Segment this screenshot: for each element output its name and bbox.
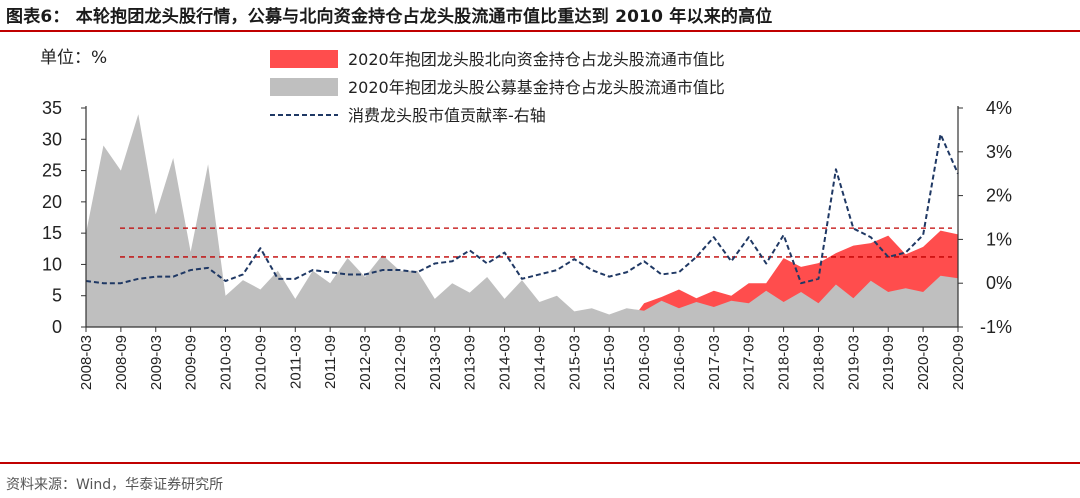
- left-tick-label: 5: [52, 286, 62, 306]
- x-tick-label: 2019-09: [880, 335, 897, 390]
- x-tick-label: 2012-03: [357, 335, 374, 390]
- x-tick-label: 2015-03: [566, 335, 583, 390]
- x-tick-label: 2016-09: [671, 335, 688, 390]
- x-tick-label: 2010-09: [252, 335, 269, 390]
- source-note: 资料来源：Wind，华泰证券研究所: [6, 477, 224, 493]
- x-tick-label: 2013-03: [427, 335, 444, 390]
- right-tick-label: 1%: [986, 229, 1012, 249]
- legend-label-northbound: 2020年抱团龙头股北向资金持仓占龙头股流通市值比: [348, 50, 725, 69]
- left-tick-label: 30: [42, 129, 62, 149]
- x-tick-label: 2008-09: [113, 335, 130, 390]
- left-tick-label: 0: [52, 317, 62, 337]
- left-tick-label: 35: [42, 98, 62, 118]
- line-layer: [85, 133, 959, 285]
- x-tick-label: 2020-09: [950, 335, 967, 390]
- x-tick-label: 2012-09: [392, 335, 409, 390]
- left-tick-label: 20: [42, 192, 62, 212]
- left-tick-label: 25: [42, 161, 62, 181]
- legend: 2020年抱团龙头股北向资金持仓占龙头股流通市值比 2020年抱团龙头股公募基金…: [270, 50, 725, 125]
- plot-areas: [86, 114, 958, 327]
- x-tick-label: 2016-03: [636, 335, 653, 390]
- top-rule: [0, 30, 1080, 32]
- x-tick-label: 2011-03: [287, 335, 304, 389]
- left-tick-label: 10: [42, 254, 62, 274]
- legend-label-fund: 2020年抱团龙头股公募基金持仓占龙头股流通市值比: [348, 78, 725, 97]
- x-tick-label: 2014-03: [497, 335, 514, 390]
- x-tick-label: 2015-09: [601, 335, 618, 390]
- bottom-rule: [0, 462, 1080, 464]
- legend-label-consumer-line: 消费龙头股市值贡献率-右轴: [348, 106, 546, 125]
- legend-swatch-fund: [270, 78, 338, 96]
- x-tick-label: 2020-03: [915, 335, 932, 390]
- right-tick-label: 2%: [986, 186, 1012, 206]
- x-tick-label: 2010-03: [218, 335, 235, 390]
- x-tick-label: 2019-03: [845, 335, 862, 390]
- right-tick-labels: 4% 3% 2% 1% 0% -1%: [980, 98, 1012, 337]
- series-consumer-line: [85, 133, 959, 285]
- left-tick-labels: 35 30 25 20 15 10 5 0: [42, 98, 62, 337]
- x-tick-label: 2018-03: [776, 335, 793, 390]
- left-tick-label: 15: [42, 223, 62, 243]
- right-tick-label: 3%: [986, 142, 1012, 162]
- x-tick-label: 2014-09: [531, 335, 548, 390]
- x-tick-label: 2017-09: [741, 335, 758, 390]
- right-tick-label: 4%: [986, 98, 1012, 118]
- x-tick-label: 2017-03: [706, 335, 723, 390]
- series-fund-area: [86, 114, 958, 327]
- axes: [81, 106, 963, 332]
- x-tick-label: 2011-09: [322, 335, 339, 389]
- x-tick-label: 2013-09: [462, 335, 479, 390]
- figure-title: 图表6： 本轮抱团龙头股行情，公募与北向资金持仓占龙头股流通市值比重达到 201…: [6, 7, 773, 27]
- right-tick-label: -1%: [980, 317, 1012, 337]
- reference-lines: [120, 227, 952, 258]
- legend-swatch-northbound: [270, 50, 338, 68]
- x-tick-labels: 2008-03 2008-09 2009-03 2009-09 2010-03 2010-…: [78, 335, 967, 390]
- unit-label: 单位：%: [40, 48, 107, 68]
- x-tick-label: 2008-03: [78, 335, 95, 390]
- x-tick-label: 2009-09: [183, 335, 200, 390]
- right-tick-label: 0%: [986, 273, 1012, 293]
- x-tick-label: 2018-09: [810, 335, 827, 390]
- x-tick-label: 2009-03: [148, 335, 165, 390]
